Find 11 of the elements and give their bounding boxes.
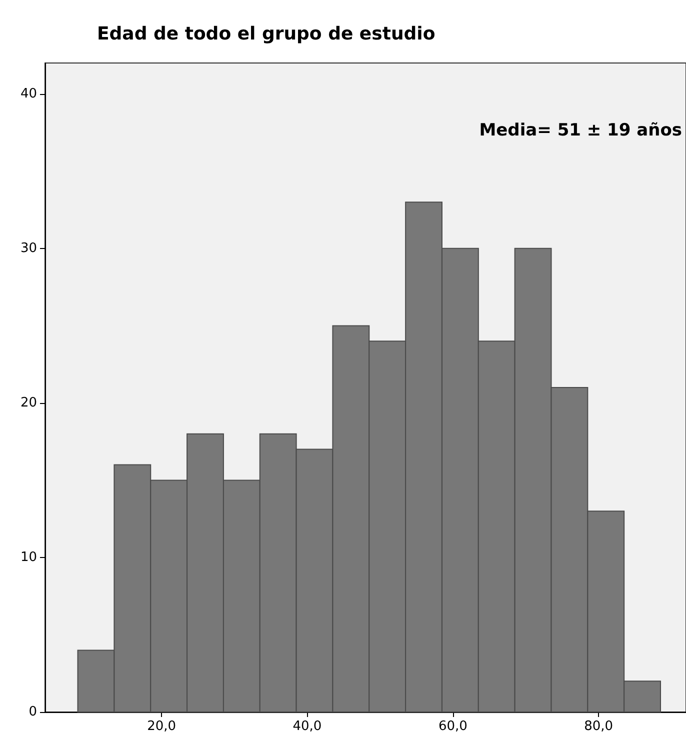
y-tick-label: 30	[20, 240, 37, 256]
x-tick-label: 80,0	[584, 719, 614, 734]
y-tick-label: 40	[20, 86, 37, 102]
y-tick-label: 20	[20, 395, 37, 410]
chart-title: Edad de todo el grupo de estudio	[97, 24, 436, 44]
annotation: Media= 51 ± 19 años	[479, 120, 682, 140]
y-tick-label: 0	[28, 704, 37, 720]
x-tick-label: 40,0	[292, 719, 322, 734]
y-tick-label: 10	[20, 550, 37, 565]
x-tick-label: 20,0	[147, 719, 176, 734]
x-tick-label: 60,0	[438, 719, 468, 734]
